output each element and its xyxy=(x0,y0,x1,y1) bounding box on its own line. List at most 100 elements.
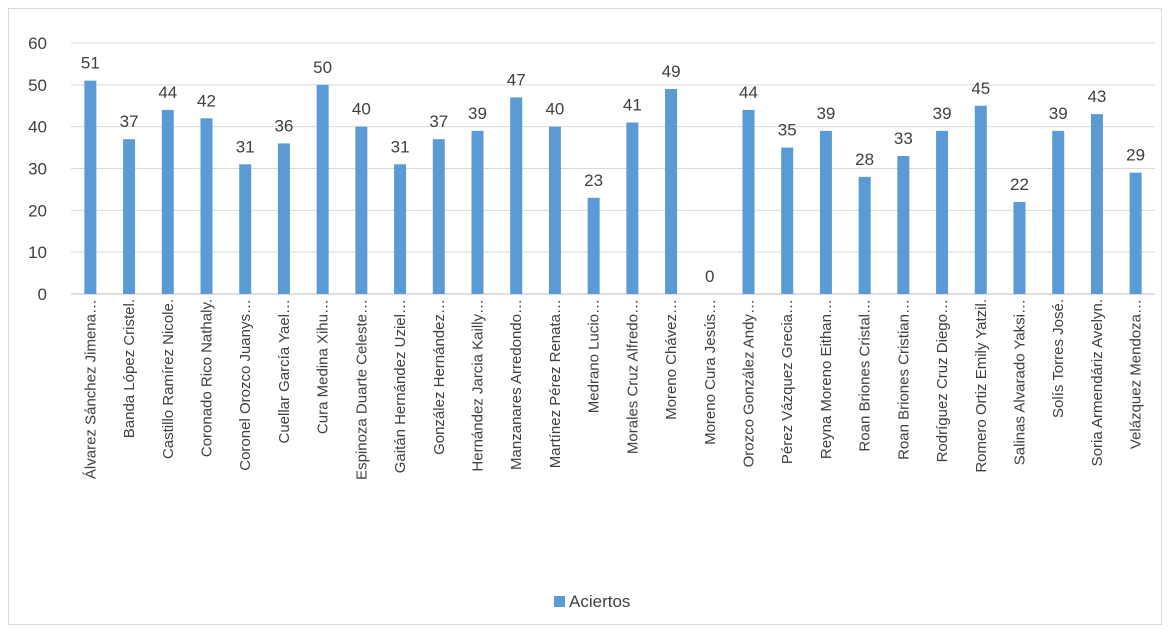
category-label: Solís Torres José. xyxy=(1050,299,1067,418)
data-label: 31 xyxy=(391,137,410,156)
gridlines xyxy=(71,42,1155,295)
category-label: Coronado Rico Nathaly. xyxy=(199,299,216,457)
category-label: González Hernández… xyxy=(431,299,448,455)
data-label: 28 xyxy=(855,150,874,169)
bar xyxy=(471,130,484,294)
data-label: 37 xyxy=(429,112,448,131)
bar xyxy=(277,143,290,294)
bar xyxy=(742,109,755,294)
data-label: 39 xyxy=(933,104,952,123)
category-label: Hernández Jarcia Kailly… xyxy=(470,299,487,472)
data-label: 35 xyxy=(778,121,797,140)
data-label: 23 xyxy=(584,171,603,190)
y-tick-label: 20 xyxy=(28,201,47,220)
data-label: 41 xyxy=(623,95,642,114)
category-label: Moreno Chávez… xyxy=(663,299,680,420)
legend: Aciertos xyxy=(554,592,630,611)
y-tick-label: 30 xyxy=(28,160,47,179)
bars xyxy=(84,80,1142,295)
data-label: 37 xyxy=(120,112,139,131)
category-label: Manzanares Arredondo… xyxy=(508,299,525,470)
bar xyxy=(548,126,561,295)
category-label: Cuellar García Yael… xyxy=(276,299,293,444)
y-tick-label: 60 xyxy=(28,34,47,53)
category-label: Salinas Alvarado Yaksi… xyxy=(1012,299,1029,465)
category-label: Castillo Ramírez Nicole. xyxy=(160,299,177,459)
category-label: Martínez Pérez Renata… xyxy=(547,299,564,468)
data-labels: 51 37 44 42 31 36 50 40 31 37 39 47 40 23 41 49 0 44 35 39 2… xyxy=(81,54,1145,286)
bar xyxy=(123,139,136,294)
bar xyxy=(200,118,213,294)
data-label: 40 xyxy=(352,100,371,119)
category-label: Reyna Moreno Eithan… xyxy=(818,299,835,459)
bar-chart: 0 10 20 30 40 50 60 51 37 44 42 31 36 50 40 31 37 39 47 40… xyxy=(28,34,1155,611)
y-tick-label: 50 xyxy=(28,76,47,95)
category-label: Coronel Orozco Juanys… xyxy=(237,299,254,471)
bar xyxy=(239,164,252,294)
y-tick-label: 0 xyxy=(38,285,47,304)
category-label: Cura Medina Xihu… xyxy=(315,299,332,434)
category-label: Roan Briones Cristal… xyxy=(857,299,874,452)
category-label: Romero Ortiz Emily Yatzil. xyxy=(973,299,990,473)
bar xyxy=(394,164,407,294)
data-label: 44 xyxy=(739,83,758,102)
bar xyxy=(936,130,949,294)
data-label: 45 xyxy=(971,79,990,98)
bar xyxy=(316,84,329,294)
bar xyxy=(626,122,639,294)
bar xyxy=(355,126,368,295)
data-label: 36 xyxy=(274,116,293,135)
data-label: 47 xyxy=(507,70,526,89)
bar xyxy=(819,130,832,294)
bar xyxy=(432,139,445,294)
bar xyxy=(84,80,97,295)
category-label: Orozco González Andy… xyxy=(741,299,758,467)
data-label: 33 xyxy=(894,129,913,148)
data-label: 39 xyxy=(1049,104,1068,123)
data-label: 51 xyxy=(81,54,100,73)
category-label: Banda López Cristel. xyxy=(121,299,138,438)
category-label: Espinoza Duarte Celeste… xyxy=(353,299,370,480)
category-label: Medrano Lucio… xyxy=(586,299,603,413)
data-label: 50 xyxy=(313,58,332,77)
data-label: 22 xyxy=(1010,175,1029,194)
data-label: 44 xyxy=(158,83,177,102)
bar xyxy=(781,147,794,294)
bar xyxy=(974,105,987,294)
chart-frame: 0 10 20 30 40 50 60 51 37 44 42 31 36 50 40 31 37 39 47 40… xyxy=(8,8,1162,625)
legend-swatch xyxy=(554,596,565,607)
data-label: 42 xyxy=(197,91,216,110)
category-label: Gaitán Hernández Uziel… xyxy=(392,299,409,473)
bar xyxy=(858,176,871,294)
bar xyxy=(1013,201,1026,294)
data-label: 49 xyxy=(662,62,681,81)
bar xyxy=(510,97,523,294)
category-label: Moreno Cura Jesús… xyxy=(702,299,719,445)
bar xyxy=(161,109,174,294)
y-axis-ticks: 0 10 20 30 40 50 60 xyxy=(28,34,47,304)
data-label: 40 xyxy=(545,100,564,119)
category-label: Pérez Vázquez Grecia… xyxy=(779,299,796,464)
data-label: 39 xyxy=(816,104,835,123)
bar xyxy=(1129,172,1142,294)
bar xyxy=(897,155,910,294)
data-label: 39 xyxy=(468,104,487,123)
category-label: Morales Cruz Alfredo… xyxy=(624,299,641,454)
y-tick-label: 10 xyxy=(28,243,47,262)
category-label: Roan Briones Cristian… xyxy=(895,299,912,460)
data-label: 29 xyxy=(1126,146,1145,165)
category-label: Álvarez Sánchez Jimena… xyxy=(82,299,99,479)
bar xyxy=(1052,130,1065,294)
data-label: 31 xyxy=(236,137,255,156)
category-label: Rodríguez Cruz Diego… xyxy=(934,299,951,462)
bar xyxy=(665,89,678,295)
data-label: 0 xyxy=(705,267,714,286)
bar xyxy=(1090,114,1103,294)
legend-label: Aciertos xyxy=(569,592,630,611)
bar xyxy=(587,197,600,294)
category-labels: Álvarez Sánchez Jimena… Banda López Crist… xyxy=(82,299,1144,480)
category-label: Soria Armendáriz Avelyn. xyxy=(1089,299,1106,466)
data-label: 43 xyxy=(1087,87,1106,106)
category-label: Velázquez Mendoza… xyxy=(1128,299,1145,449)
y-tick-label: 40 xyxy=(28,118,47,137)
